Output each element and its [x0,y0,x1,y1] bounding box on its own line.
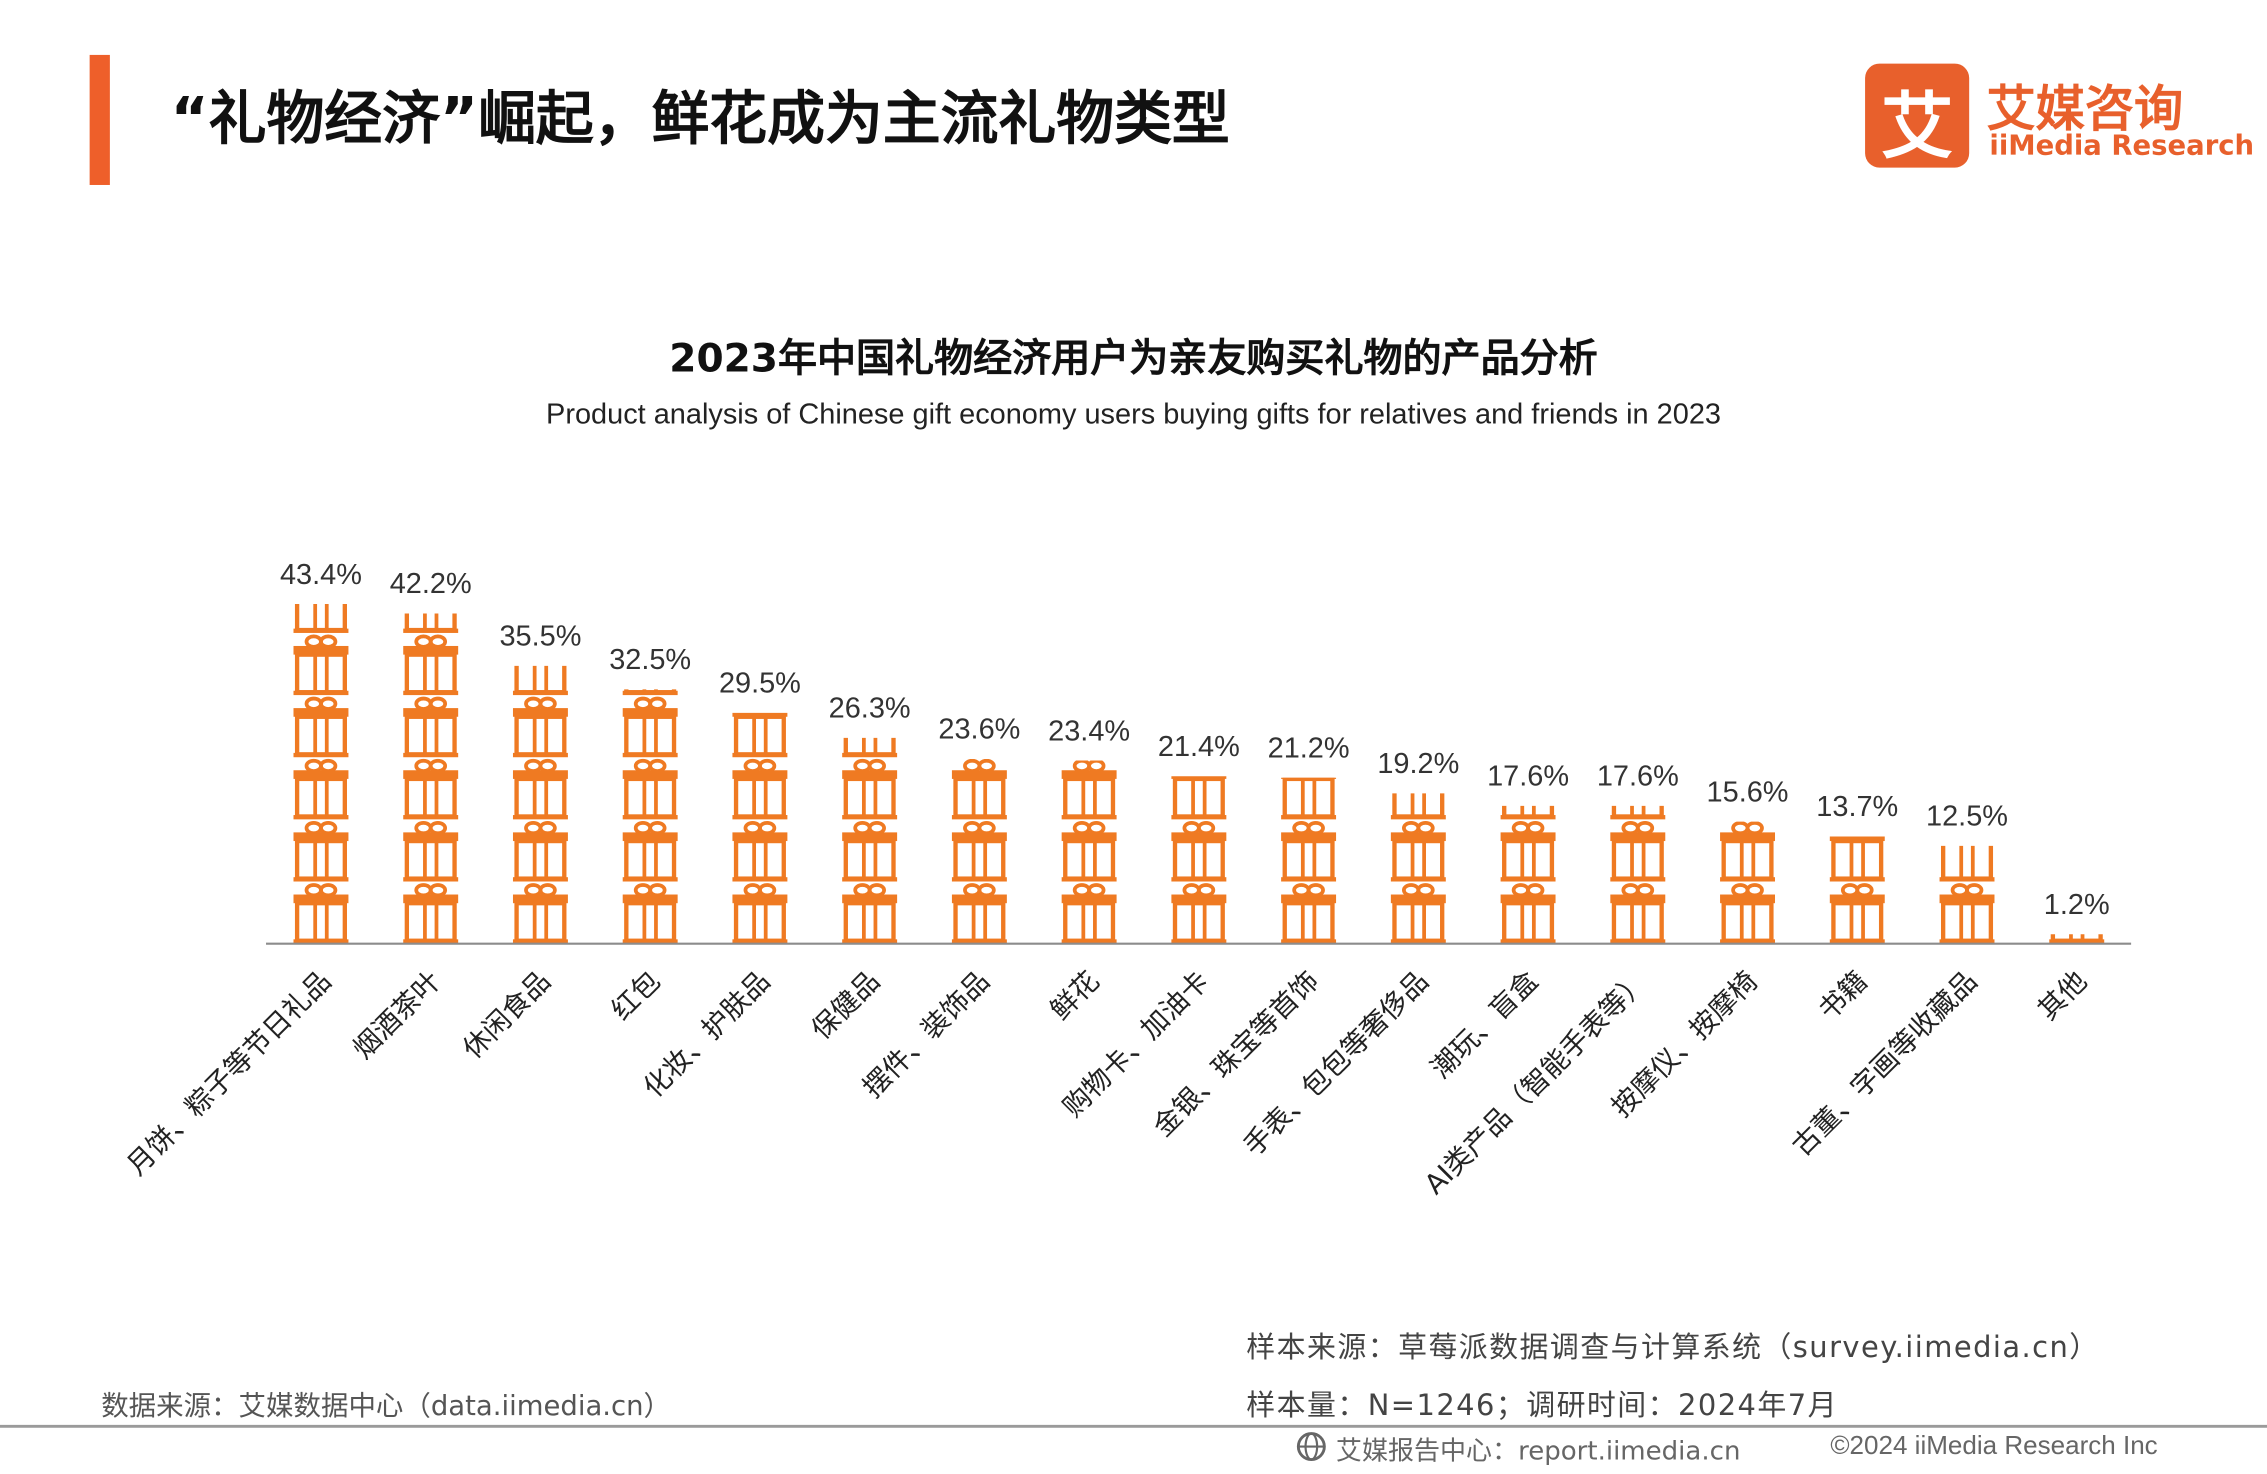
bar-8 [1061,760,1117,944]
category-label: 休闲食品 [457,966,557,1066]
value-label: 21.4% [1158,731,1240,763]
value-label: 19.2% [1377,748,1459,780]
value-label: 29.5% [719,668,801,700]
logo-mark: 艾 [1865,63,1970,169]
logo-name-cn: 艾媒咨询 [1986,80,2184,139]
bar-6 [842,737,898,944]
value-label: 43.4% [280,559,362,591]
footer-divider [0,1424,2267,1428]
value-label: 42.2% [390,568,472,600]
sample-source-note: 样本来源：草莓派数据调查与计算系统（survey.iimedia.cn） [1246,1329,2100,1365]
footer-copyright: ©2024 iiMedia Research Inc [1830,1430,2158,1460]
value-label: 15.6% [1707,776,1789,808]
bar-4 [622,689,678,944]
value-label: 23.6% [938,714,1020,746]
sample-size-note: 样本量：N=1246；调研时间：2024年7月 [1246,1387,1838,1422]
bar-2 [403,613,459,944]
value-label: 32.5% [609,644,691,676]
iimedia-logo: 艾 艾媒咨询 iiMedia Research [1865,63,2254,171]
data-source-note: 数据来源：艾媒数据中心（data.iimedia.cn） [101,1390,672,1422]
value-label: 26.3% [829,693,911,725]
bar-11 [1390,793,1446,944]
value-label: 13.7% [1816,791,1898,823]
bar-12 [1500,805,1556,944]
chart-title: 2023年中国礼物经济用户为亲友购买礼物的产品分析 [669,336,1598,382]
bars-layer [293,604,2105,944]
bar-3 [512,665,568,944]
bar-16 [1939,845,1995,944]
category-label: 书籍 [1813,966,1874,1027]
chart-subtitle: Product analysis of Chinese gift economy… [546,398,1721,431]
bar-15 [1829,836,1885,944]
value-label: 1.2% [2044,889,2110,921]
page-title: “礼物经济”崛起，鲜花成为主流礼物类型 [170,86,1230,154]
bar-14 [1720,821,1776,944]
category-label: AI类产品（智能手表等） [1419,966,1654,1201]
bar-13 [1610,805,1666,944]
category-label: 红包 [606,966,667,1027]
bar-9 [1171,776,1227,944]
value-label: 17.6% [1487,761,1569,793]
bar-1 [293,604,349,944]
bar-10 [1281,777,1337,944]
category-label: 手表、包包等奢侈品 [1238,966,1435,1163]
category-label: 月饼、粽子等节日礼品 [121,966,337,1182]
category-label: 古董、字画等收藏品 [1787,966,1984,1163]
globe-icon [1296,1432,1326,1461]
value-label: 23.4% [1048,715,1130,747]
value-label: 17.6% [1597,761,1679,793]
category-label: 其他 [2032,966,2093,1027]
value-label: 12.5% [1926,801,2008,833]
logo-glyph: 艾 [1880,85,1954,170]
footer-report-center[interactable]: 艾媒报告中心：report.iimedia.cn [1335,1436,1741,1467]
bar-5 [732,712,788,944]
category-label: 潮玩、盲盒 [1426,966,1545,1085]
bar-17 [2049,934,2105,944]
bar-7 [951,758,1007,944]
title-accent-bar [89,54,110,185]
category-label: 鲜花 [1045,966,1106,1027]
category-label: 保健品 [806,966,886,1046]
category-label: 烟酒茶叶 [348,966,448,1066]
logo-name-en: iiMedia Research [1989,130,2255,162]
value-label: 35.5% [499,621,581,653]
value-label: 21.2% [1268,733,1350,765]
